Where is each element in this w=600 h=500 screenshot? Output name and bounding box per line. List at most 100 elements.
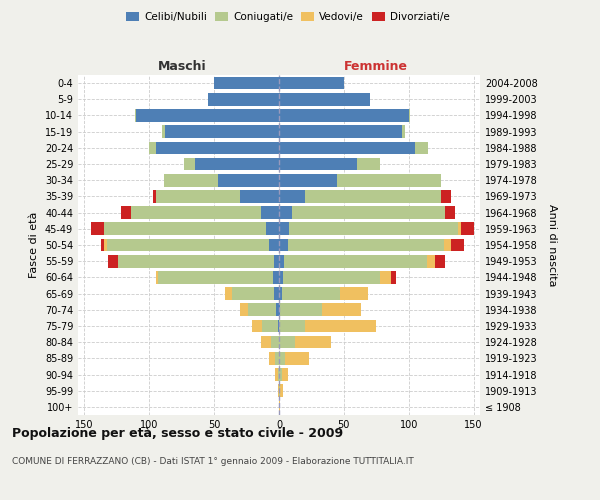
Bar <box>269 238 279 252</box>
Bar <box>278 384 279 397</box>
Bar <box>248 304 277 316</box>
Bar <box>91 222 104 235</box>
Bar <box>208 93 279 106</box>
Legend: Celibi/Nubili, Coniugati/e, Vedovi/e, Divorziati/e: Celibi/Nubili, Coniugati/e, Vedovi/e, Di… <box>122 8 454 26</box>
Bar <box>283 271 380 283</box>
Bar <box>195 158 279 170</box>
Bar <box>136 109 279 122</box>
Bar <box>275 368 278 381</box>
Bar <box>275 352 279 364</box>
Bar <box>409 109 410 122</box>
Bar <box>240 190 279 202</box>
Bar <box>279 174 337 186</box>
Bar <box>279 93 370 106</box>
Bar <box>289 222 458 235</box>
Bar <box>184 158 195 170</box>
Bar <box>279 384 280 397</box>
Bar <box>156 271 158 283</box>
Bar <box>279 304 280 316</box>
Bar <box>279 206 292 219</box>
Bar <box>279 142 415 154</box>
Bar <box>292 206 445 219</box>
Bar <box>224 288 232 300</box>
Bar <box>305 190 441 202</box>
Bar <box>271 336 279 348</box>
Bar <box>279 190 305 202</box>
Bar <box>402 126 405 138</box>
Bar <box>279 109 409 122</box>
Bar <box>279 400 280 413</box>
Bar <box>121 206 131 219</box>
Y-axis label: Fasce di età: Fasce di età <box>29 212 39 278</box>
Bar <box>279 368 281 381</box>
Bar <box>269 352 275 364</box>
Y-axis label: Anni di nascita: Anni di nascita <box>547 204 557 286</box>
Bar <box>284 255 427 268</box>
Text: Maschi: Maschi <box>157 60 206 72</box>
Bar <box>279 238 288 252</box>
Bar <box>445 206 455 219</box>
Bar <box>279 336 295 348</box>
Bar <box>164 174 218 186</box>
Bar <box>262 320 278 332</box>
Bar <box>156 190 240 202</box>
Text: Femmine: Femmine <box>344 60 408 72</box>
Bar <box>280 304 322 316</box>
Bar <box>461 222 473 235</box>
Bar <box>279 126 402 138</box>
Bar <box>158 271 272 283</box>
Bar <box>218 174 279 186</box>
Bar <box>156 142 279 154</box>
Bar <box>279 288 281 300</box>
Bar <box>165 126 279 138</box>
Bar <box>279 255 284 268</box>
Bar <box>252 320 262 332</box>
Bar <box>279 158 357 170</box>
Bar <box>322 304 361 316</box>
Bar <box>434 255 445 268</box>
Bar <box>214 77 279 90</box>
Bar <box>279 222 289 235</box>
Bar <box>295 336 331 348</box>
Text: COMUNE DI FERRAZZANO (CB) - Dati ISTAT 1° gennaio 2009 - Elaborazione TUTTITALIA: COMUNE DI FERRAZZANO (CB) - Dati ISTAT 1… <box>12 458 414 466</box>
Bar <box>277 304 279 316</box>
Bar <box>279 352 286 364</box>
Bar <box>108 255 118 268</box>
Bar <box>278 368 279 381</box>
Bar <box>281 368 288 381</box>
Bar <box>279 77 344 90</box>
Bar <box>261 336 271 348</box>
Bar <box>131 206 261 219</box>
Bar <box>458 222 461 235</box>
Bar <box>278 320 279 332</box>
Bar <box>274 288 279 300</box>
Bar <box>232 288 274 300</box>
Bar <box>415 142 428 154</box>
Bar <box>101 238 104 252</box>
Bar <box>380 271 391 283</box>
Bar <box>240 304 248 316</box>
Bar <box>281 288 340 300</box>
Bar <box>286 352 309 364</box>
Bar <box>443 238 451 252</box>
Bar <box>272 271 279 283</box>
Bar <box>261 206 279 219</box>
Bar <box>274 255 279 268</box>
Bar <box>279 320 305 332</box>
Bar <box>118 255 274 268</box>
Bar <box>451 238 464 252</box>
Bar <box>153 190 156 202</box>
Text: Popolazione per età, sesso e stato civile - 2009: Popolazione per età, sesso e stato civil… <box>12 428 343 440</box>
Bar <box>104 222 266 235</box>
Bar <box>280 384 283 397</box>
Bar <box>340 288 368 300</box>
Bar <box>107 238 269 252</box>
Bar <box>266 222 279 235</box>
Bar <box>441 190 451 202</box>
Bar <box>104 238 107 252</box>
Bar <box>288 238 443 252</box>
Bar <box>149 142 156 154</box>
Bar <box>337 174 441 186</box>
Bar <box>279 271 283 283</box>
Bar <box>357 158 380 170</box>
